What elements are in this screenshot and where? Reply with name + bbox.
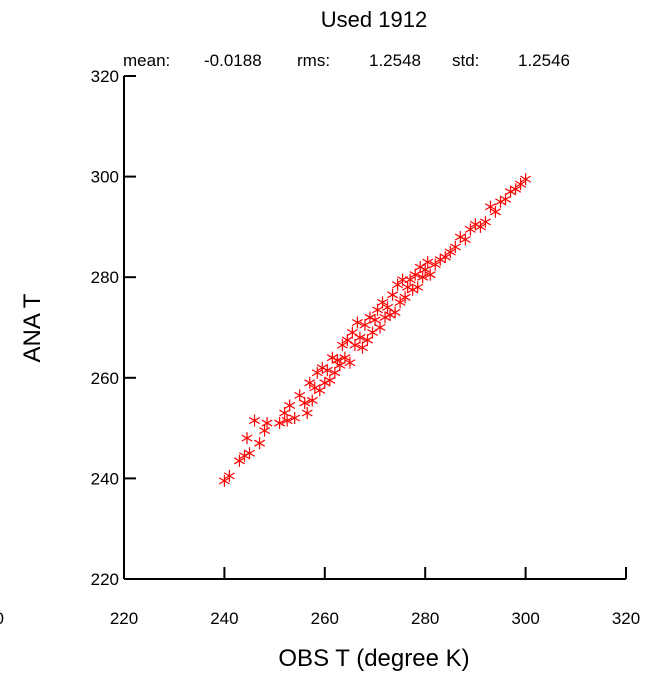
data-point (444, 246, 456, 259)
clipped-tick-label: 0 (0, 609, 4, 628)
data-point (301, 407, 313, 420)
data-point (409, 268, 421, 281)
stats-mean-label: mean: (123, 51, 170, 70)
data-point (374, 321, 386, 334)
stats-rms-label: rms: (297, 51, 330, 70)
data-point (464, 223, 476, 236)
stats-mean-value: -0.0188 (204, 51, 262, 70)
x-tick-label: 280 (411, 609, 439, 628)
data-point (294, 389, 306, 402)
stats-std-label: std: (452, 51, 479, 70)
data-point (377, 296, 389, 309)
data-point (389, 306, 401, 319)
data-point (244, 447, 255, 460)
data-point (459, 233, 471, 246)
data-point (399, 291, 411, 304)
data-point (484, 200, 496, 213)
data-point (311, 366, 323, 379)
data-point (349, 339, 361, 352)
y-tick-label: 300 (91, 168, 119, 187)
data-point (412, 281, 424, 294)
y-tick-label: 280 (91, 268, 119, 287)
data-point (366, 326, 378, 339)
data-point (218, 474, 230, 487)
chart-title: Used 1912 (321, 7, 427, 32)
data-point (249, 414, 261, 427)
data-point (299, 396, 311, 409)
data-point (274, 417, 286, 430)
data-point (339, 351, 351, 364)
data-point (520, 173, 532, 186)
data-point (241, 432, 253, 445)
data-point (346, 326, 358, 339)
data-point (233, 454, 245, 467)
data-point (387, 288, 399, 301)
stats-std-value: 1.2546 (518, 51, 570, 70)
stats-line: mean: -0.0188 rms: 1.2548 std: 1.2546 (123, 51, 570, 70)
data-point (439, 251, 451, 264)
y-tick-label: 240 (91, 469, 119, 488)
data-point (392, 278, 404, 291)
data-point (344, 356, 356, 369)
data-point (354, 331, 366, 344)
scatter-points (218, 173, 532, 487)
data-point (281, 414, 293, 427)
data-point (369, 313, 381, 326)
data-point (422, 256, 434, 269)
data-point (417, 271, 429, 284)
data-point (479, 215, 491, 228)
x-tick-label: 240 (210, 609, 238, 628)
data-point (351, 316, 363, 329)
data-point (324, 374, 336, 387)
data-point (361, 334, 373, 347)
x-axis-label: OBS T (degree K) (278, 645, 469, 672)
data-point (329, 366, 341, 379)
data-point (223, 469, 235, 482)
y-tick-label: 220 (91, 570, 119, 589)
data-point (279, 407, 291, 420)
data-point (336, 339, 348, 352)
x-tick-label: 220 (110, 609, 138, 628)
data-point (449, 241, 461, 254)
data-point (474, 220, 486, 233)
data-point (394, 296, 406, 309)
data-point (254, 437, 266, 450)
data-point (429, 258, 441, 271)
data-point (314, 384, 326, 397)
stats-rms-value: 1.2548 (369, 51, 421, 70)
data-point (500, 193, 512, 206)
data-point (359, 318, 371, 331)
data-point (289, 412, 301, 425)
data-point (510, 183, 522, 196)
data-point (372, 303, 384, 316)
data-point (261, 417, 273, 430)
y-axis-ticks: 220 240 260 280 300 320 (91, 67, 136, 589)
x-axis-ticks: 220 240 260 280 300 320 (110, 567, 640, 628)
x-tick-label: 300 (511, 609, 539, 628)
x-tick-label: 260 (311, 609, 339, 628)
data-point (321, 364, 333, 377)
data-point (304, 376, 316, 389)
data-point (356, 341, 368, 354)
data-point (334, 359, 346, 372)
y-tick-label: 260 (91, 369, 119, 388)
data-point (259, 424, 271, 437)
data-point (404, 273, 416, 286)
data-point (515, 178, 527, 191)
data-point (419, 263, 431, 276)
data-point (424, 268, 436, 281)
y-axis-label: ANA T (19, 293, 46, 362)
y-tick-label: 320 (91, 67, 119, 86)
data-point (306, 394, 318, 407)
data-point (284, 399, 296, 412)
x-tick-label: 320 (612, 609, 640, 628)
data-point (489, 205, 501, 218)
